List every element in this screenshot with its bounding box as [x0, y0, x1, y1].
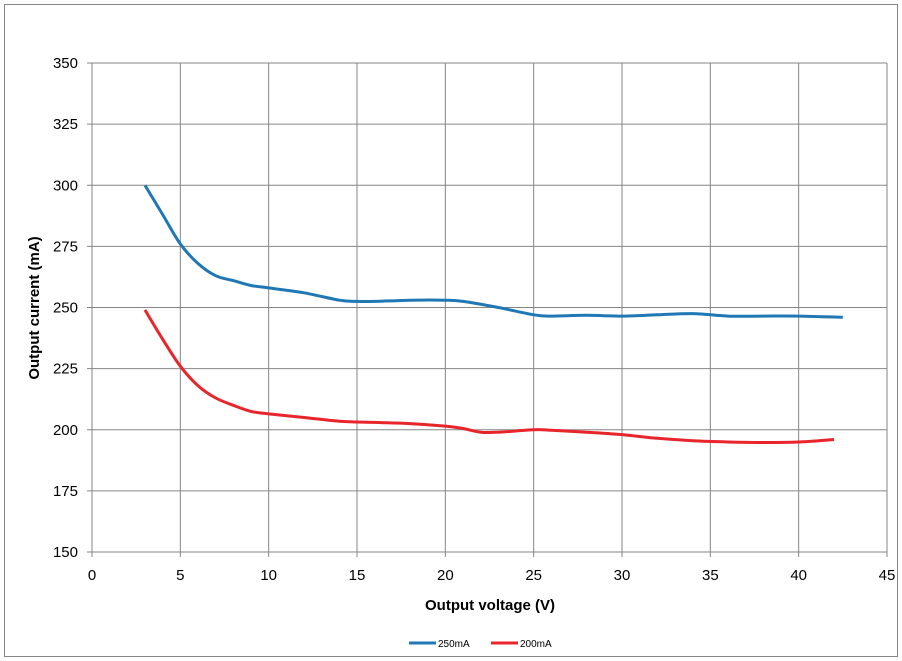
y-axis-title: Output current (mA) — [26, 236, 43, 379]
y-tick-label: 200 — [53, 422, 78, 439]
tick-labels: 0 5 10 15 20 25 30 35 40 45 150 175 200 225 250 275 300 3… — [53, 55, 895, 584]
y-tick-label: 325 — [53, 116, 78, 133]
x-tick-label: 35 — [702, 567, 719, 584]
x-tick-label: 40 — [790, 567, 807, 584]
legend-label: 200mA — [520, 639, 552, 650]
y-tick-label: 175 — [53, 483, 78, 500]
series-group — [145, 185, 843, 442]
legend: 250mA 200mA — [409, 639, 552, 650]
y-tick-label: 225 — [53, 361, 78, 378]
y-tick-label: 275 — [53, 238, 78, 255]
y-tick-label: 250 — [53, 300, 78, 317]
x-tick-label: 45 — [879, 567, 896, 584]
x-axis-title: Output voltage (V) — [425, 597, 555, 614]
axes — [87, 63, 887, 557]
x-tick-label: 10 — [260, 567, 277, 584]
x-tick-label: 0 — [88, 567, 96, 584]
y-tick-label: 350 — [53, 55, 78, 72]
legend-label: 250mA — [438, 639, 470, 650]
x-tick-label: 25 — [525, 567, 542, 584]
y-tick-label: 150 — [53, 544, 78, 561]
x-tick-label: 20 — [437, 567, 454, 584]
y-tick-label: 300 — [53, 177, 78, 194]
series-line-200mA — [145, 310, 834, 443]
grid — [92, 63, 887, 552]
x-tick-label: 15 — [349, 567, 366, 584]
x-tick-label: 30 — [614, 567, 631, 584]
series-line-250mA — [145, 185, 843, 317]
x-tick-label: 5 — [176, 567, 184, 584]
